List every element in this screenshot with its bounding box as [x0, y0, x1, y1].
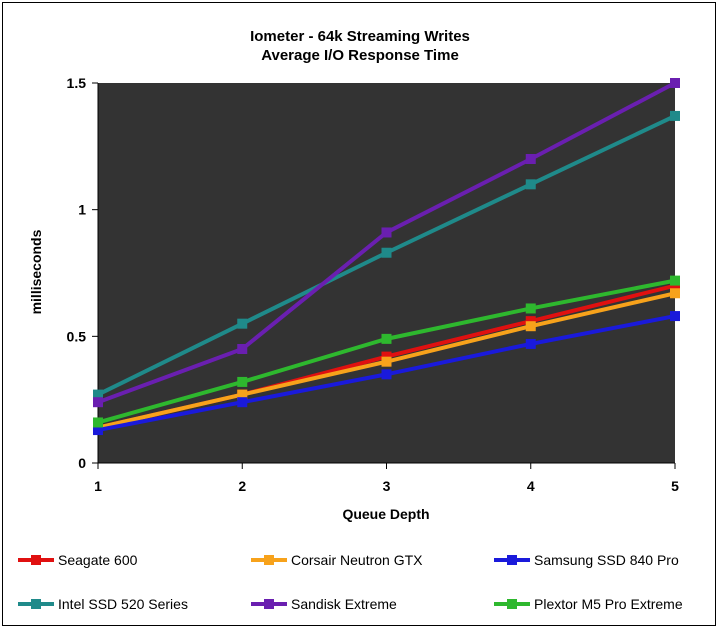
legend: Seagate 600 Corsair Neutron GTX Samsung SS… — [18, 552, 683, 612]
data-point — [381, 351, 392, 362]
plot-area — [98, 83, 675, 463]
x-tick-label: 4 — [527, 478, 535, 494]
data-point — [525, 303, 536, 314]
legend-label: Corsair Neutron GTX — [291, 552, 423, 568]
legend-swatch-marker — [507, 599, 517, 609]
chart-subtitle: Average I/O Response Time — [261, 47, 459, 64]
series-intel-ssd-520-series — [93, 110, 680, 400]
legend-label: Samsung SSD 840 Pro — [534, 552, 679, 568]
legend-swatch-marker — [507, 555, 517, 565]
legend-item-plextor-m5-pro-extreme: Plextor M5 Pro Extreme — [494, 596, 683, 612]
series-samsung-ssd-840-pro — [93, 311, 680, 436]
legend-label: Seagate 600 — [58, 552, 138, 568]
series-plextor-m5-pro-extreme — [93, 275, 680, 428]
data-point — [93, 425, 103, 436]
data-point — [525, 316, 536, 327]
x-tick-label: 1 — [94, 478, 102, 494]
y-tick-label: 0.5 — [67, 328, 87, 344]
y-axis-title: milliseconds — [28, 229, 44, 314]
x-tick-label: 5 — [671, 478, 679, 494]
legend-swatch-marker — [31, 555, 41, 565]
legend-item-corsair-neutron-gtx: Corsair Neutron GTX — [251, 552, 423, 568]
legend-label: Sandisk Extreme — [291, 596, 397, 612]
data-point — [237, 376, 248, 387]
series-sandisk-extreme — [93, 78, 680, 408]
data-point — [670, 288, 680, 299]
x-tick-label: 3 — [383, 478, 391, 494]
data-point — [237, 318, 248, 329]
data-point — [670, 275, 680, 286]
y-tick-label: 1 — [78, 202, 86, 218]
data-point — [237, 344, 248, 354]
legend-item-sandisk-extreme: Sandisk Extreme — [251, 596, 397, 612]
data-point — [670, 78, 680, 88]
x-tick-label: 2 — [238, 478, 246, 494]
legend-swatch-marker — [31, 599, 41, 609]
data-point — [525, 154, 536, 164]
data-point — [237, 397, 248, 408]
series-layer — [93, 78, 680, 436]
x-axis-title: Queue Depth — [342, 506, 429, 522]
legend-swatch-marker — [264, 599, 274, 609]
data-point — [93, 397, 103, 408]
data-point — [381, 369, 392, 380]
legend-item-intel-ssd-520-series: Intel SSD 520 Series — [18, 596, 188, 612]
chart-title: Iometer - 64k Streaming Writes — [250, 28, 470, 45]
data-point — [381, 356, 392, 367]
y-tick-label: 1.5 — [67, 75, 87, 91]
ticks-layer: 0 0.5 1 1.5 1 2 3 4 5 — [67, 75, 680, 494]
data-point — [670, 311, 680, 322]
data-point — [670, 110, 680, 121]
legend-label: Intel SSD 520 Series — [58, 596, 188, 612]
data-point — [525, 338, 536, 349]
data-point — [525, 321, 536, 332]
legend-item-seagate-600: Seagate 600 — [18, 552, 138, 568]
legend-label: Plextor M5 Pro Extreme — [534, 596, 683, 612]
y-tick-label: 0 — [78, 455, 86, 471]
data-point — [237, 389, 248, 400]
data-point — [381, 227, 392, 238]
legend-swatch-marker — [264, 555, 274, 565]
data-point — [93, 417, 103, 428]
legend-item-samsung-ssd-840-pro: Samsung SSD 840 Pro — [494, 552, 679, 568]
data-point — [381, 333, 392, 344]
data-point — [381, 247, 392, 258]
data-point — [670, 280, 680, 291]
data-point — [93, 389, 103, 400]
data-point — [525, 179, 536, 190]
